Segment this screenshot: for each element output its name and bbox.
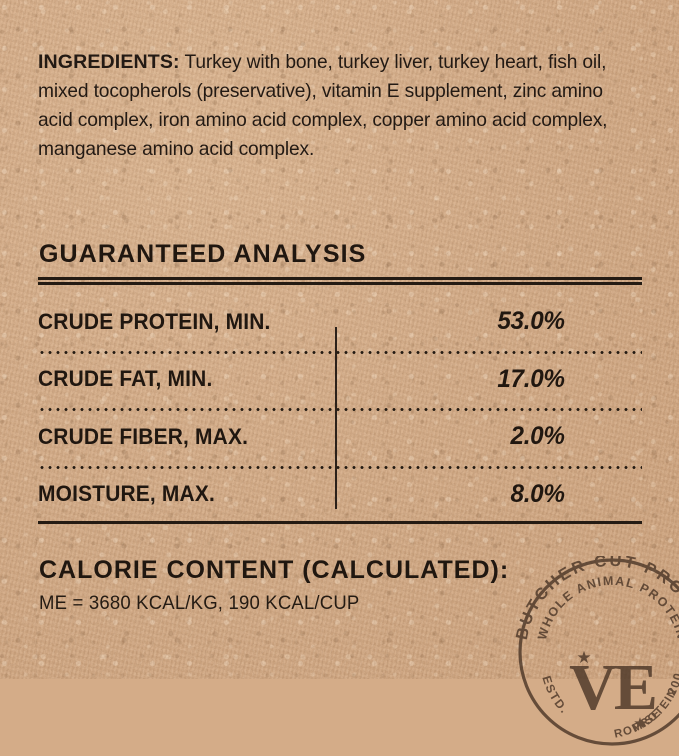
- kraft-paper-background: [0, 0, 679, 679]
- table-row: MOISTURE, MAX. 8.0%: [38, 465, 642, 524]
- nutrition-label-panel: INGREDIENTS: Turkey with bone, turkey li…: [38, 48, 679, 746]
- stamp-star-left-icon: ★: [576, 648, 591, 667]
- guaranteed-analysis-table: CRUDE PROTEIN, MIN. 53.0% CRUDE FAT, MIN…: [38, 293, 642, 523]
- nutrient-name: MOISTURE, MAX.: [38, 481, 215, 507]
- stamp-established-label: ESTD.: [539, 674, 571, 717]
- nutrient-value: 2.0%: [510, 422, 565, 451]
- stamp-monogram: VE: [569, 651, 655, 724]
- guaranteed-analysis-heading: GUARANTEED ANALYSIS: [39, 240, 367, 268]
- nutrient-name: CRUDE PROTEIN, MIN.: [38, 308, 271, 334]
- calorie-content-value: ME = 3680 KCAL/KG, 190 KCAL/CUP: [39, 592, 360, 614]
- butcher-cut-protein-stamp-icon: BUTCHER CUT PROTEIN WHOLE ANIMAL PROTEIN…: [512, 556, 679, 756]
- guaranteed-analysis-bottom-rule: [38, 521, 642, 524]
- nutrient-value: 8.0%: [510, 479, 565, 508]
- nutrient-name: CRUDE FAT, MIN.: [38, 366, 213, 392]
- table-row: CRUDE FIBER, MAX. 2.0%: [38, 408, 642, 466]
- table-row: CRUDE PROTEIN, MIN. 53.0%: [38, 293, 642, 351]
- ingredients-heading: INGREDIENTS:: [38, 51, 180, 73]
- table-column-divider: [335, 327, 337, 509]
- nutrient-name: CRUDE FIBER, MAX.: [38, 423, 249, 449]
- ingredients-section: INGREDIENTS: Turkey with bone, turkey li…: [38, 48, 608, 164]
- guaranteed-analysis-top-rule: [38, 277, 642, 285]
- ingredients-text: Turkey with bone, turkey liver, turkey h…: [38, 52, 608, 160]
- table-row: CRUDE FAT, MIN. 17.0%: [38, 350, 642, 409]
- nutrient-value: 17.0%: [497, 364, 565, 393]
- calorie-content-heading: CALORIE CONTENT (CALCULATED):: [39, 556, 510, 584]
- nutrient-value: 53.0%: [497, 307, 565, 336]
